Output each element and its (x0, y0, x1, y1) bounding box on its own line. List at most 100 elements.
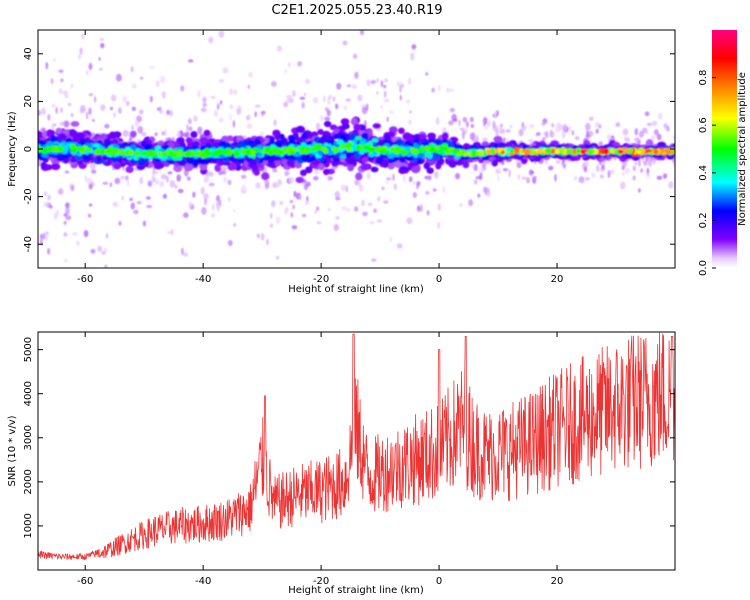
heatmap-cell (565, 150, 573, 154)
heatmap-cell (381, 186, 385, 190)
heatmap-cell (332, 156, 341, 163)
heatmap-cell (260, 233, 265, 241)
heatmap-cell (646, 122, 653, 126)
heatmap-cell (70, 83, 74, 89)
heatmap-cell (208, 36, 214, 44)
heatmap-cell (349, 133, 356, 140)
y-tick-label: 40 (23, 47, 34, 60)
heatmap-cell (622, 172, 625, 176)
heatmap-cell (364, 145, 371, 150)
heatmap-cell (554, 173, 557, 182)
heatmap-cell (65, 215, 72, 221)
heatmap-cell (50, 78, 54, 85)
heatmap-cell (389, 236, 393, 242)
heatmap-cell (162, 193, 168, 199)
heatmap-cell (141, 132, 147, 137)
heatmap-cell (585, 177, 590, 181)
heatmap-cell (437, 84, 441, 92)
heatmap-cell (164, 128, 167, 137)
heatmap-cell (167, 171, 173, 175)
heatmap-cell (264, 182, 270, 190)
colorbar-tick-label: 0.8 (698, 70, 709, 86)
heatmap-cell (306, 196, 309, 202)
heatmap-cell (371, 258, 377, 262)
heatmap-cell (492, 120, 496, 129)
heatmap-cell (130, 144, 137, 150)
heatmap-cell (51, 104, 56, 108)
heatmap-cell (392, 173, 395, 181)
heatmap-cell (124, 175, 129, 180)
y-tick-label: -40 (23, 236, 34, 252)
heatmap-cell (383, 134, 391, 140)
heatmap-cell (354, 179, 359, 186)
heatmap-cell (197, 126, 203, 135)
heatmap-cell (390, 147, 395, 153)
heatmap-cell (204, 148, 210, 153)
heatmap-cell (347, 163, 355, 172)
heatmap-cell (149, 65, 155, 70)
heatmap-cell (336, 139, 344, 146)
heatmap-cell (118, 107, 122, 114)
heatmap-cell (184, 152, 192, 157)
heatmap-cell (166, 109, 170, 115)
heatmap-cell (448, 120, 454, 126)
heatmap-cell (218, 117, 224, 123)
heatmap-cell (176, 130, 181, 139)
heatmap-cell (86, 70, 89, 76)
heatmap-cell (369, 221, 375, 225)
heatmap-cell (203, 157, 213, 164)
heatmap-cell (528, 139, 534, 143)
heatmap-cell (216, 103, 220, 110)
heatmap-cell (51, 123, 54, 130)
heatmap-cell (461, 131, 465, 140)
heatmap-cell (261, 149, 266, 154)
heatmap-cell (140, 140, 147, 148)
heatmap-cell (285, 147, 292, 153)
heatmap-cell (361, 132, 369, 139)
heatmap-cell (411, 166, 421, 174)
heatmap-cell (160, 174, 167, 180)
y-tick-label: -20 (23, 188, 34, 204)
heatmap-cell (522, 149, 528, 154)
heatmap-cell (559, 148, 565, 154)
heatmap-cell (672, 135, 675, 141)
heatmap-cell (336, 82, 342, 90)
heatmap-cell (72, 232, 78, 236)
heatmap-cell (636, 150, 642, 155)
heatmap-cell (353, 123, 362, 131)
heatmap-cell (495, 110, 499, 116)
heatmap-cell (327, 207, 331, 212)
heatmap-cell (283, 101, 289, 108)
heatmap-cell (458, 119, 461, 127)
heatmap-cell (75, 155, 83, 161)
heatmap-cell (101, 251, 106, 255)
heatmap-cell (70, 113, 74, 118)
heatmap-cell (63, 220, 67, 225)
heatmap-cell (185, 131, 190, 139)
heatmap-cell (240, 184, 247, 193)
heatmap-cell (202, 96, 207, 103)
heatmap-cell (609, 148, 615, 154)
heatmap-cell (142, 220, 146, 227)
heatmap-cell (236, 108, 242, 115)
heatmap-cell (517, 174, 521, 180)
heatmap-cell (408, 110, 412, 114)
heatmap-cell (47, 114, 51, 121)
heatmap-cell (318, 163, 325, 171)
heatmap-cell (651, 134, 656, 141)
heatmap-cell (284, 207, 288, 216)
heatmap-cell (426, 210, 430, 216)
heatmap-cell (462, 116, 468, 123)
heatmap-cell (41, 107, 46, 116)
heatmap-cell (286, 94, 292, 99)
heatmap-cell (376, 91, 379, 95)
heatmap-cell (427, 152, 433, 159)
heatmap-cell (63, 120, 70, 128)
heatmap-cell (598, 161, 602, 165)
heatmap-cell (151, 150, 157, 155)
heatmap-cell (518, 128, 524, 137)
heatmap-cell (499, 123, 504, 128)
heatmap-cell (573, 175, 578, 181)
